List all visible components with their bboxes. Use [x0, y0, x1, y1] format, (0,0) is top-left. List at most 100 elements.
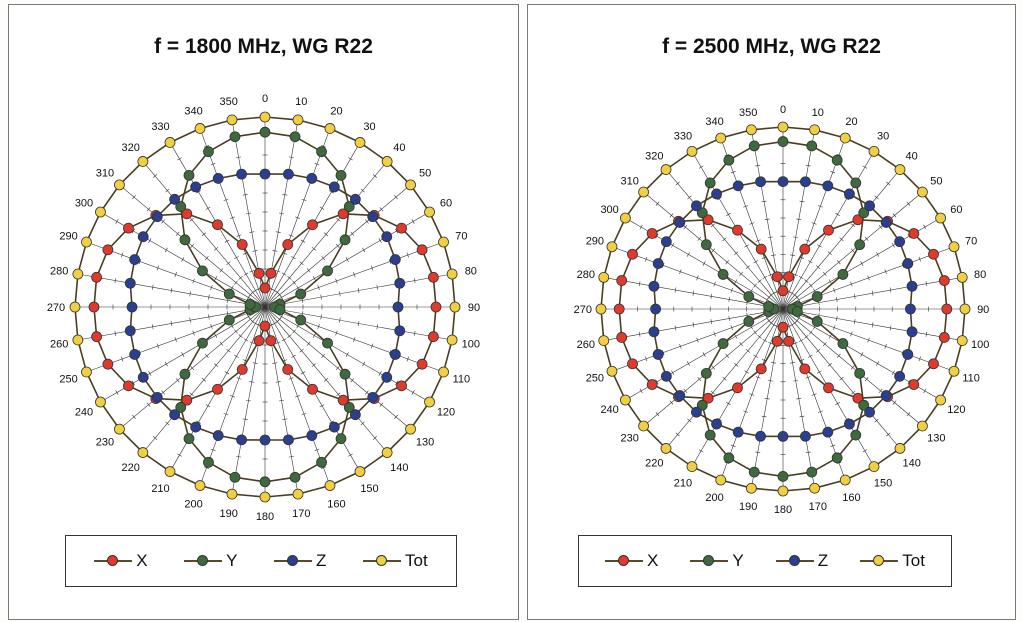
- data-point-y: [831, 154, 843, 166]
- data-point-z: [129, 254, 141, 265]
- spoke-tick: [753, 354, 759, 358]
- spoke-tick: [226, 348, 231, 353]
- data-point-z: [800, 176, 811, 188]
- spoke-tick: [317, 285, 320, 290]
- spoke-tick: [696, 275, 699, 281]
- spoke-tick: [822, 341, 827, 347]
- spoke-tick: [805, 164, 811, 167]
- data-point-z: [652, 258, 664, 269]
- data-point-x: [908, 228, 920, 239]
- spoke-tick: [138, 259, 142, 264]
- data-point-x: [646, 228, 658, 239]
- spoke-tick: [314, 163, 320, 166]
- angle-tick-label: 350: [220, 96, 238, 108]
- data-point-y: [700, 239, 712, 251]
- data-point-y: [274, 304, 286, 316]
- data-point-z: [236, 434, 247, 446]
- angle-tick-label: 170: [292, 508, 310, 520]
- data-point-tot: [292, 114, 304, 126]
- spoke-tick: [208, 294, 210, 300]
- spoke-tick: [156, 343, 160, 349]
- spoke-tick: [907, 233, 911, 239]
- spoke-tick: [238, 334, 243, 338]
- spoke-tick: [799, 200, 805, 203]
- spoke-tick: [799, 415, 805, 418]
- spoke-tick: [252, 362, 258, 364]
- spoke-tick: [336, 217, 341, 222]
- data-point-tot: [660, 443, 672, 454]
- spoke-tick: [884, 269, 887, 275]
- data-point-x: [253, 335, 265, 347]
- data-point-y: [858, 399, 870, 411]
- data-point-x: [259, 320, 271, 332]
- spoke-tick: [674, 287, 677, 293]
- spoke-tick: [335, 365, 340, 371]
- spoke-tick: [669, 400, 674, 405]
- spoke-tick: [836, 297, 838, 303]
- spoke-tick: [906, 412, 911, 417]
- angle-tick-label: 200: [184, 498, 202, 510]
- data-point-y: [289, 471, 301, 483]
- spoke-tick: [138, 350, 142, 355]
- spoke-tick: [214, 276, 218, 281]
- data-point-z: [151, 391, 163, 403]
- data-point-y: [717, 338, 729, 349]
- spoke-tick: [850, 281, 853, 287]
- data-point-tot: [686, 145, 698, 157]
- legend-item-y: Y: [690, 551, 744, 571]
- spoke-tick: [190, 365, 195, 371]
- spoke-tick: [753, 330, 757, 335]
- spoke-tick: [370, 265, 374, 271]
- data-point-x: [212, 383, 223, 395]
- spoke-tick: [339, 291, 341, 297]
- spoke-tick: [844, 197, 850, 201]
- data-point-z: [392, 301, 404, 313]
- legend-label-x: X: [136, 551, 148, 570]
- data-point-z: [902, 258, 914, 269]
- spoke-tick: [288, 455, 294, 458]
- data-point-z: [137, 231, 149, 243]
- spoke-tick: [669, 213, 674, 218]
- data-point-z: [648, 326, 660, 338]
- data-point-z: [777, 176, 789, 188]
- data-point-z: [777, 430, 789, 442]
- data-point-x: [282, 364, 294, 375]
- spoke-tick: [726, 212, 731, 216]
- data-point-tot: [259, 491, 271, 503]
- spoke-tick: [889, 287, 892, 293]
- data-point-z: [124, 277, 136, 289]
- data-point-y: [850, 177, 862, 189]
- spoke-tick: [360, 421, 365, 426]
- spoke-tick: [671, 242, 675, 248]
- spoke-tick: [236, 234, 242, 237]
- angle-tick-label: 340: [705, 116, 723, 128]
- spoke-tick: [219, 341, 224, 346]
- data-point-x: [627, 358, 638, 370]
- spoke-tick: [901, 262, 904, 268]
- spoke-tick: [376, 324, 378, 330]
- legend-item-y: Y: [184, 551, 238, 571]
- data-point-z: [732, 426, 744, 438]
- spoke-tick: [131, 228, 135, 234]
- data-point-z: [381, 371, 393, 383]
- data-point-x: [755, 363, 767, 375]
- spoke-tick: [755, 239, 761, 242]
- data-point-y: [316, 456, 327, 468]
- spoke-tick: [161, 219, 165, 224]
- spoke-tick: [862, 449, 868, 453]
- angle-tick-label: 270: [574, 304, 592, 316]
- spoke-tick: [745, 265, 751, 270]
- data-point-tot: [956, 335, 968, 347]
- data-point-tot: [745, 124, 757, 136]
- spoke-tick: [249, 381, 255, 383]
- spoke-tick: [132, 414, 136, 420]
- data-point-z: [259, 168, 271, 180]
- spoke-tick: [378, 371, 382, 376]
- spoke-tick: [291, 256, 296, 260]
- data-point-tot: [715, 132, 727, 144]
- angle-tick-label: 100: [971, 339, 989, 351]
- spoke-tick: [645, 356, 648, 362]
- spoke-tick: [815, 265, 821, 270]
- spoke-tick: [711, 365, 716, 370]
- spoke-tick: [164, 247, 168, 253]
